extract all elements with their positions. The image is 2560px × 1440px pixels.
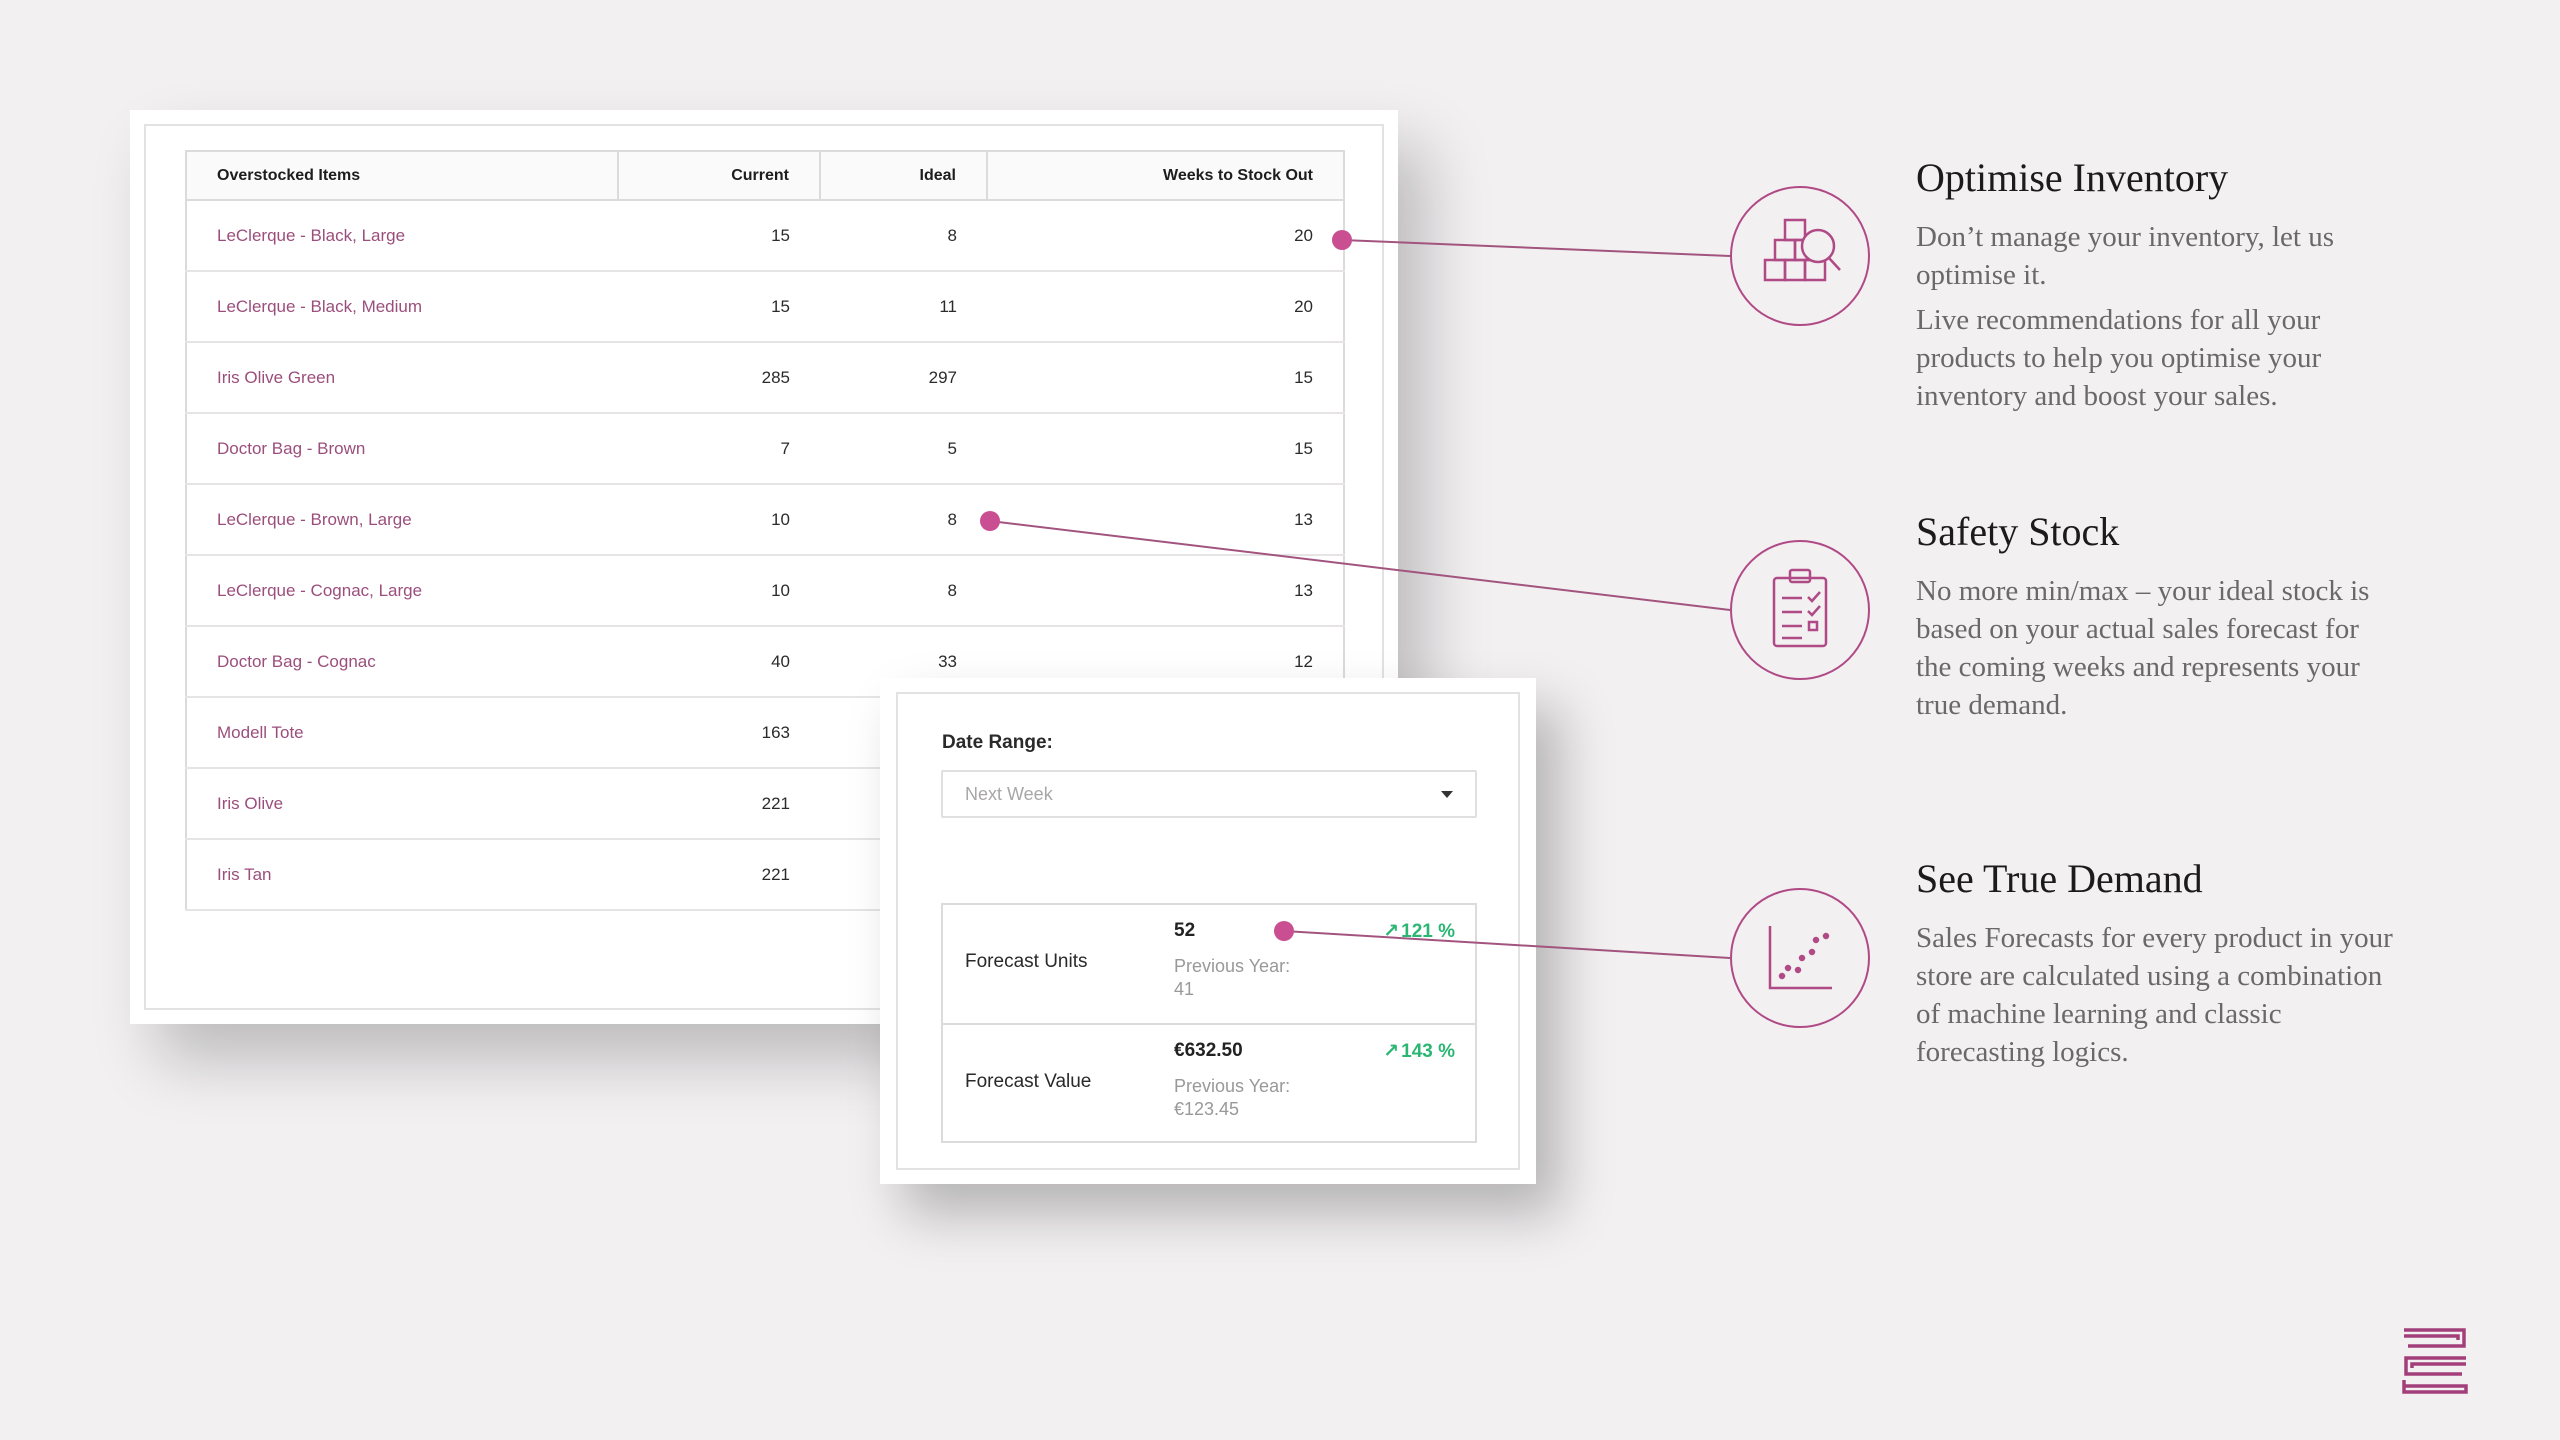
metric-value: 52 (1174, 920, 1196, 941)
metric-value: €632.50 (1174, 1040, 1243, 1061)
current-stock-cell: 15 (618, 271, 820, 343)
weeks-to-stock-out-cell: 20 (987, 200, 1345, 272)
change-value: 143 % (1401, 1041, 1455, 1062)
current-stock-cell: 221 (618, 768, 820, 840)
item-name-cell[interactable]: LeClerque - Black, Medium (185, 271, 618, 343)
metric-previous: Previous Year: €123.45 (1174, 1075, 1314, 1121)
forecast-card: Date Range: Next Week Forecast Units 52 … (880, 678, 1536, 1184)
previous-label: Previous Year: (1174, 956, 1291, 976)
current-stock-cell: 163 (618, 697, 820, 769)
item-name-cell[interactable]: Modell Tote (185, 697, 618, 769)
table-row[interactable]: LeClerque - Black, Large 15 8 20 (185, 200, 1345, 272)
forecast-metrics: Forecast Units 52 Previous Year: 41 ↗ 121… (941, 903, 1477, 1143)
feature-title-safety-stock: Safety Stock (1916, 509, 2120, 554)
weeks-to-stock-out-cell: 13 (987, 484, 1345, 556)
current-stock-cell: 10 (618, 555, 820, 627)
ideal-stock-cell: 5 (820, 413, 987, 485)
feature-paragraph: Don’t manage your inventory, let us opti… (1916, 221, 2334, 291)
feature-text-safety-stock: No more min/max – your ideal stock is ba… (1916, 572, 2396, 731)
column-header-ideal[interactable]: Ideal (819, 150, 988, 201)
date-range-value: Next Week (965, 784, 1053, 804)
feature-paragraph: Live recommendations for all your produc… (1916, 304, 2322, 412)
feature-text-optimise-inventory: Don’t manage your inventory, let us opti… (1916, 218, 2396, 422)
current-stock-cell: 40 (618, 626, 820, 698)
trend-up-icon: ↗ (1383, 1041, 1400, 1062)
previous-value: 41 (1174, 979, 1195, 999)
ideal-stock-cell: 8 (820, 555, 987, 627)
weeks-to-stock-out-cell: 15 (987, 413, 1345, 485)
item-name-cell[interactable]: LeClerque - Brown, Large (185, 484, 618, 556)
current-stock-cell: 10 (618, 484, 820, 556)
metric-label: Forecast Value (965, 1071, 1092, 1092)
weeks-to-stock-out-cell: 13 (987, 555, 1345, 627)
item-name-cell[interactable]: Doctor Bag - Cognac (185, 626, 618, 698)
item-name-cell[interactable]: Iris Tan (185, 839, 618, 911)
ideal-stock-cell: 8 (820, 484, 987, 556)
current-stock-cell: 15 (618, 200, 820, 272)
item-name-cell[interactable]: Iris Olive Green (185, 342, 618, 414)
table-row[interactable]: LeClerque - Black, Medium 15 11 20 (185, 271, 1345, 343)
column-header-weeks-to-stock-out[interactable]: Weeks to Stock Out (986, 150, 1345, 201)
date-range-label: Date Range: (942, 732, 1053, 753)
feature-paragraph: No more min/max – your ideal stock is ba… (1916, 575, 2370, 721)
weeks-to-stock-out-cell: 15 (987, 342, 1345, 414)
scatter-chart-icon (1730, 888, 1870, 1028)
current-stock-cell: 285 (618, 342, 820, 414)
table-row[interactable]: Iris Olive Green 285 297 15 (185, 342, 1345, 414)
item-name-cell[interactable]: Doctor Bag - Brown (185, 413, 618, 485)
previous-label: Previous Year: (1174, 1076, 1291, 1096)
chevron-down-icon[interactable] (1441, 791, 1453, 798)
previous-value: €123.45 (1174, 1099, 1240, 1119)
date-range-select[interactable]: Next Week (941, 770, 1477, 818)
item-name-cell[interactable]: LeClerque - Black, Large (185, 200, 618, 272)
item-name-cell[interactable]: Iris Olive (185, 768, 618, 840)
connector-optimise (1341, 239, 1731, 257)
metric-previous: Previous Year: 41 (1174, 955, 1314, 1001)
feature-paragraph: Sales Forecasts for every product in you… (1916, 922, 2393, 1068)
feature-title-see-true-demand: See True Demand (1916, 856, 2203, 901)
table-row[interactable]: Doctor Bag - Brown 7 5 15 (185, 413, 1345, 485)
column-header-overstocked-items[interactable]: Overstocked Items (185, 150, 619, 201)
current-stock-cell: 221 (618, 839, 820, 911)
column-header-current[interactable]: Current (617, 150, 821, 201)
brand-logo-icon (2402, 1328, 2468, 1394)
boxes-magnifier-icon (1730, 186, 1870, 326)
table-row[interactable]: LeClerque - Cognac, Large 10 8 13 (185, 555, 1345, 627)
ideal-stock-cell: 11 (820, 271, 987, 343)
metric-forecast-units: Forecast Units 52 Previous Year: 41 ↗ 121… (943, 905, 1475, 1023)
ideal-stock-cell: 297 (820, 342, 987, 414)
current-stock-cell: 7 (618, 413, 820, 485)
feature-title-optimise-inventory: Optimise Inventory (1916, 155, 2229, 200)
ideal-stock-cell: 8 (820, 200, 987, 272)
metric-change: ↗ 143 % (1383, 1040, 1455, 1063)
feature-text-see-true-demand: Sales Forecasts for every product in you… (1916, 919, 2396, 1078)
metric-label: Forecast Units (965, 951, 1088, 972)
item-name-cell[interactable]: LeClerque - Cognac, Large (185, 555, 618, 627)
trend-up-icon: ↗ (1383, 921, 1400, 942)
weeks-to-stock-out-cell: 20 (987, 271, 1345, 343)
change-value: 121 % (1401, 921, 1455, 942)
metric-forecast-value: Forecast Value €632.50 Previous Year: €1… (943, 1023, 1475, 1143)
clipboard-checklist-icon (1730, 540, 1870, 680)
table-row[interactable]: LeClerque - Brown, Large 10 8 13 (185, 484, 1345, 556)
table-header-row: Overstocked Items Current Ideal Weeks to… (185, 150, 1345, 201)
metric-change: ↗ 121 % (1383, 920, 1455, 943)
